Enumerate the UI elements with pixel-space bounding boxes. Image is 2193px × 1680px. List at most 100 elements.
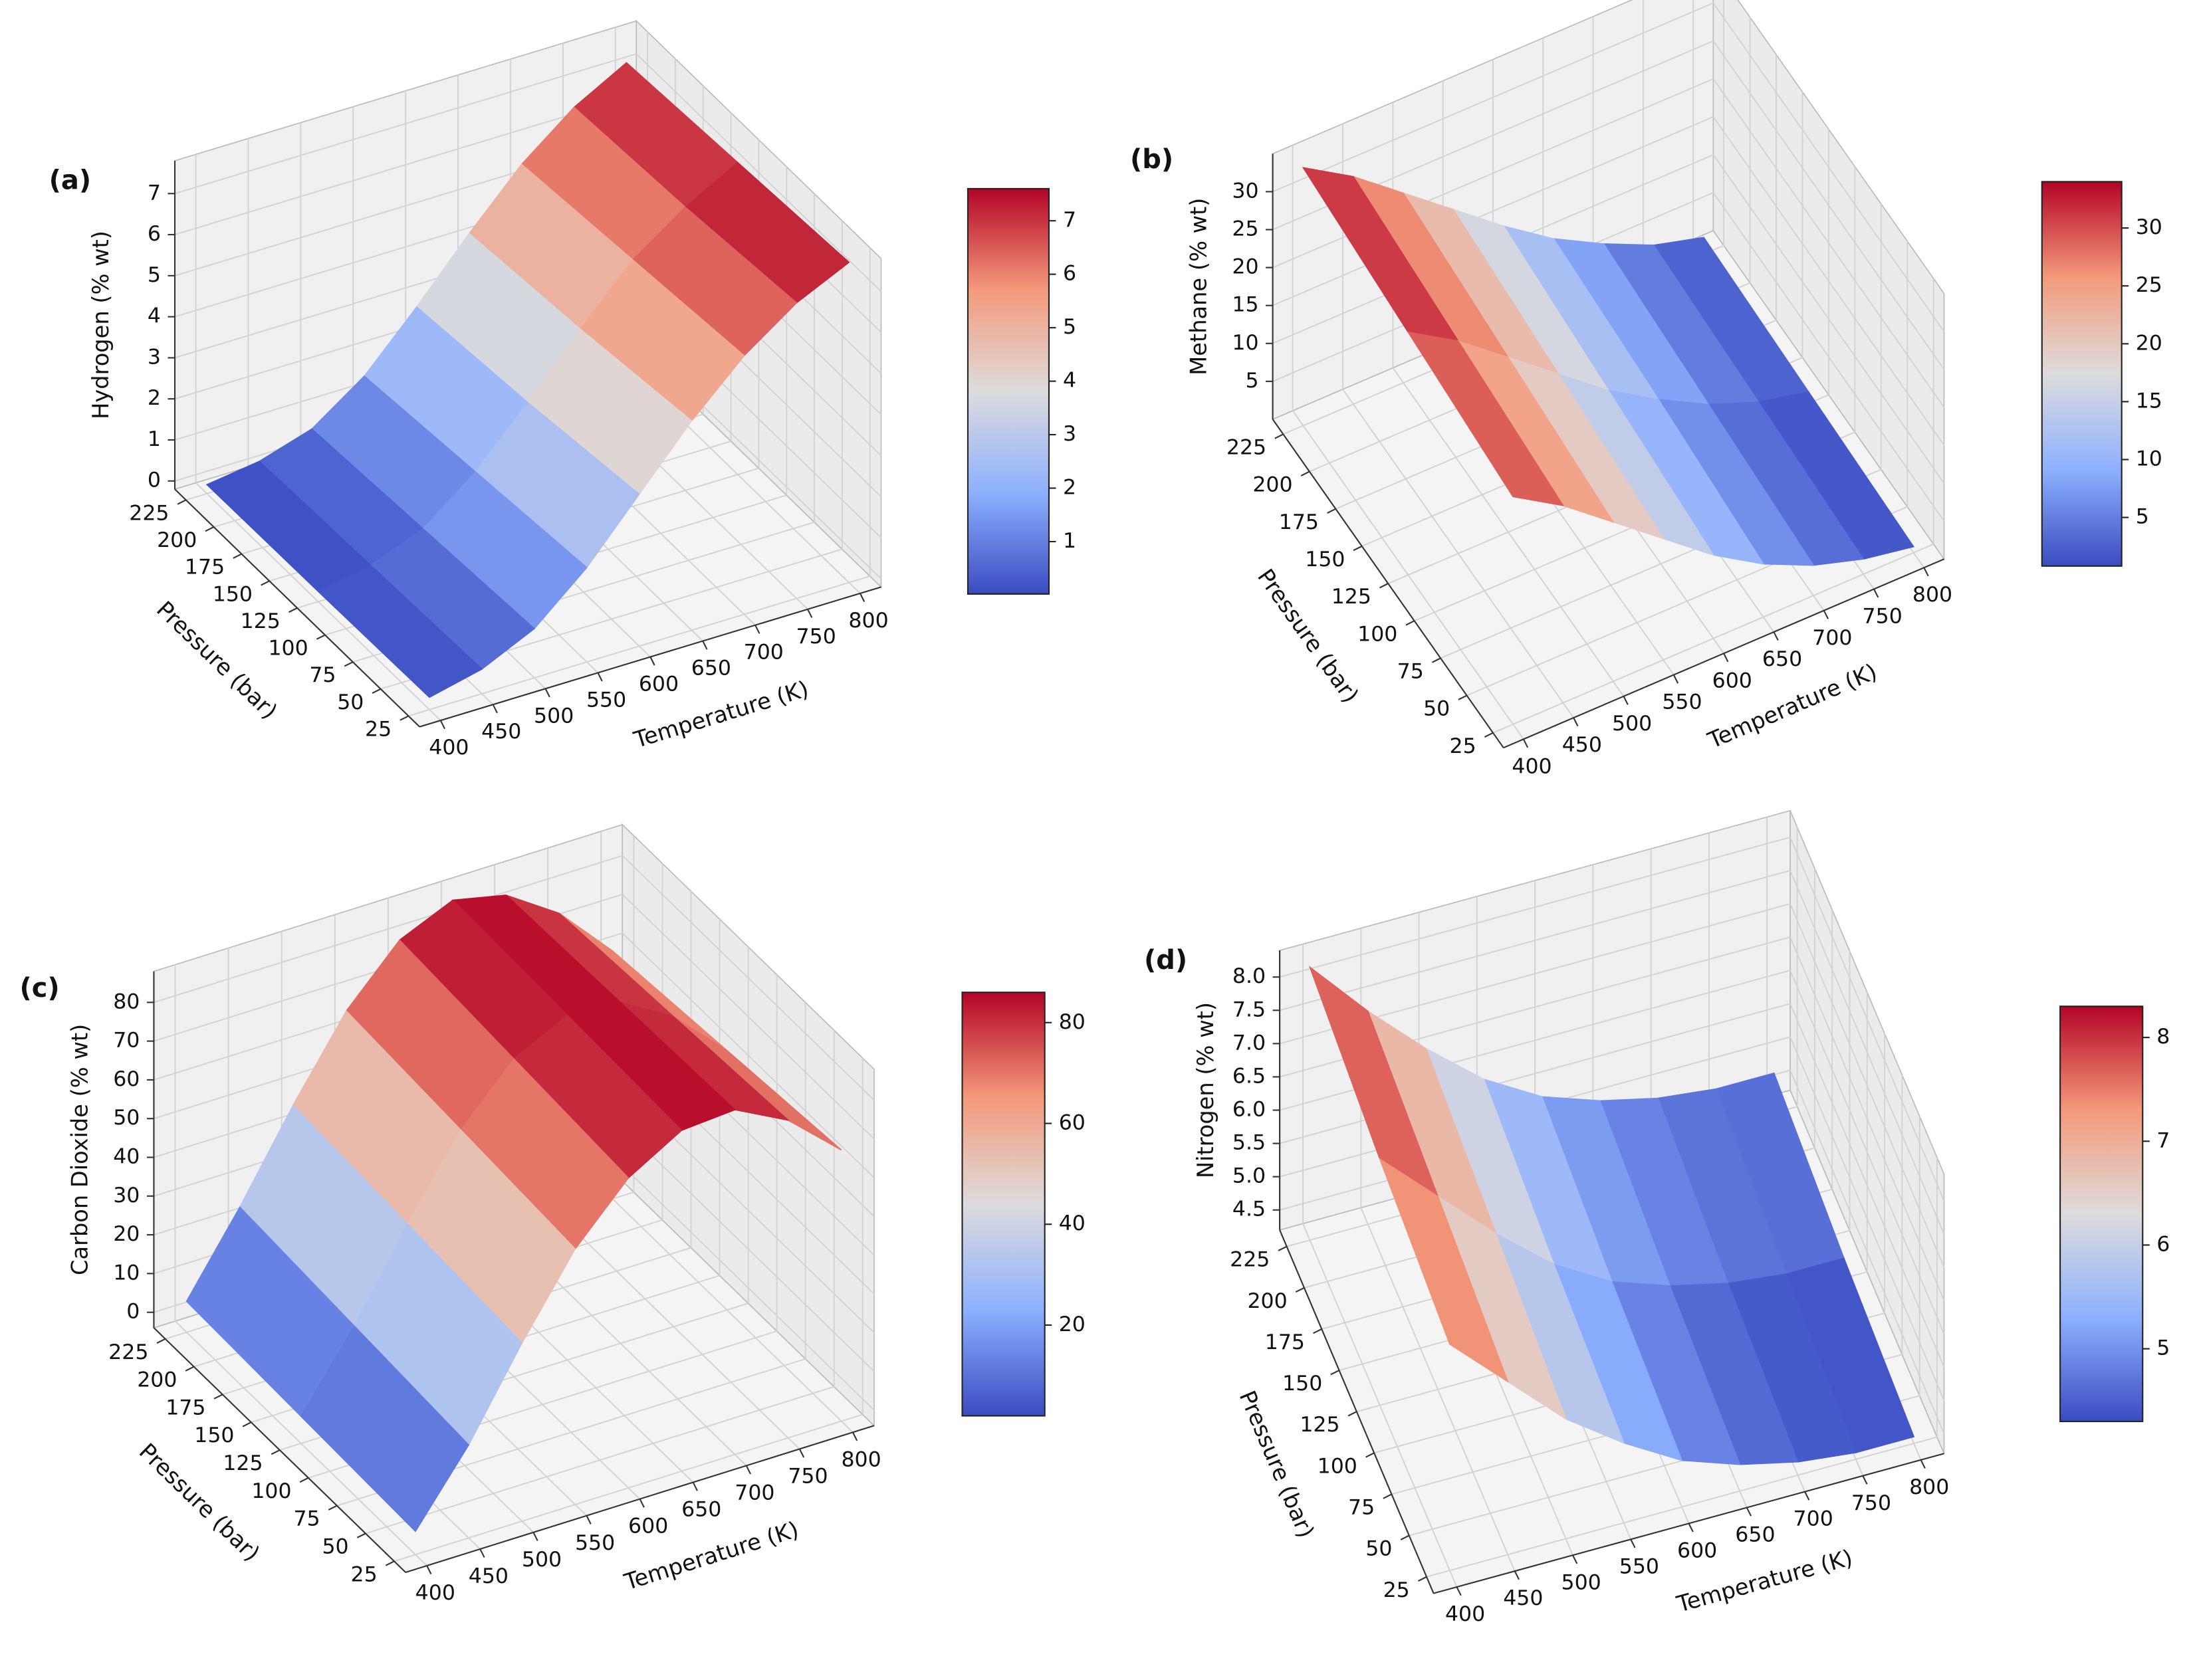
grid-line: [1279, 836, 1791, 978]
y-tick: [1458, 694, 1467, 700]
z-tick-label: 20: [1232, 255, 1258, 279]
z-tick-label: 60: [113, 1067, 140, 1091]
surface-patch: [317, 564, 483, 698]
colorbar-tick-label: 3: [1063, 422, 1076, 446]
y-tick-label: 75: [293, 1507, 320, 1531]
grid-line: [622, 1165, 875, 1411]
y-tick: [356, 1532, 366, 1538]
z-tick-label: 2: [148, 386, 161, 410]
z-tick-label: 0: [126, 1300, 140, 1324]
grid-line: [1789, 1003, 1945, 1368]
colorbar-tick-label: 5: [2156, 1336, 2170, 1360]
y-tick-label: 50: [337, 690, 364, 714]
y-tick-label: 50: [1365, 1537, 1392, 1561]
y-tick-label: 25: [1450, 734, 1476, 758]
panel-title: (c): [19, 973, 59, 1003]
x-tick: [649, 657, 655, 666]
grid-line: [1789, 1036, 1945, 1401]
z-axis-label: Carbon Dioxide (% wt): [67, 1024, 93, 1275]
y-tick-label: 200: [137, 1368, 177, 1392]
colorbar: [2059, 1005, 2144, 1422]
grid-line: [1492, 543, 1934, 734]
panel-title: (a): [49, 165, 91, 195]
x-tick: [1572, 1554, 1578, 1564]
x-tick: [426, 1565, 432, 1575]
y-tick: [177, 499, 187, 505]
y-tick-label: 225: [108, 1340, 148, 1364]
z-tick-label: 7.5: [1232, 998, 1266, 1021]
x-tick-label: 400: [429, 736, 469, 760]
y-tick: [1417, 1576, 1427, 1582]
x-tick: [754, 625, 760, 634]
panel-title: (d): [1144, 945, 1187, 976]
y-tick: [372, 688, 382, 694]
grid-line: [1712, 78, 1945, 408]
x-tick: [1573, 717, 1579, 727]
x-tick-label: 500: [522, 1548, 562, 1572]
x-tick: [439, 720, 445, 730]
z-tick-label: 25: [1232, 217, 1258, 241]
colorbar: [967, 187, 1050, 595]
colorbar-tick-label: 6: [2156, 1232, 2170, 1256]
x-tick: [1773, 631, 1779, 641]
grid-line: [154, 855, 623, 1003]
y-tick: [261, 580, 270, 586]
y-tick: [185, 1366, 195, 1372]
z-tick-label: 15: [1232, 293, 1258, 317]
x-tick: [1630, 1538, 1636, 1548]
y-tick-label: 125: [241, 609, 281, 633]
grid-line: [1789, 936, 1945, 1301]
y-tick-label: 75: [1348, 1496, 1375, 1520]
x-tick: [1673, 675, 1679, 684]
grid-line: [1272, 78, 1714, 268]
x-tick-label: 750: [1863, 605, 1903, 629]
y-tick-label: 100: [268, 637, 308, 661]
panel: 4004505005506006507007508002550751001251…: [1144, 809, 2170, 1626]
grid-line: [1789, 903, 1945, 1268]
y-tick-label: 125: [1300, 1413, 1339, 1437]
grid-line: [622, 855, 875, 1101]
y-tick: [1295, 1287, 1305, 1293]
z-tick-label: 40: [113, 1145, 140, 1169]
y-tick-label: 100: [1357, 622, 1397, 646]
grid-line: [1789, 1070, 1945, 1434]
colorbar: [961, 992, 1046, 1417]
y-tick: [328, 1505, 338, 1511]
colorbar-tick-label: 20: [2136, 331, 2162, 355]
grid-line: [174, 94, 637, 235]
x-tick: [807, 609, 813, 618]
x-tick: [1514, 1570, 1520, 1580]
z-tick-label: 5: [148, 263, 161, 287]
y-tick-label: 100: [251, 1479, 291, 1503]
y-tick: [156, 1338, 166, 1344]
grid-line: [365, 1386, 835, 1534]
y-tick: [205, 526, 215, 532]
grid-line: [1712, 154, 1945, 484]
x-tick-label: 600: [1677, 1539, 1717, 1563]
x-tick-label: 450: [1562, 733, 1602, 757]
x-tick-label: 550: [1662, 690, 1702, 714]
z-tick-label: 50: [113, 1106, 140, 1130]
y-tick-label: 125: [223, 1451, 263, 1475]
y-tick-label: 75: [309, 663, 336, 687]
z-tick-label: 3: [148, 345, 161, 369]
y-tick-label: 200: [1252, 473, 1292, 497]
y-tick: [1274, 433, 1284, 439]
x-tick: [492, 704, 498, 714]
colorbar-tick-label: 60: [1059, 1110, 1086, 1134]
colorbar-tick-label: 80: [1059, 1010, 1086, 1034]
x-tick-label: 500: [534, 704, 574, 728]
y-tick-label: 25: [365, 717, 392, 741]
x-tick-label: 650: [681, 1498, 721, 1522]
x-tick: [597, 672, 603, 682]
x-tick: [798, 1448, 805, 1458]
grid-line: [622, 932, 875, 1178]
x-tick: [586, 1515, 592, 1524]
z-tick-label: 7: [148, 181, 161, 205]
x-tick-label: 800: [1909, 1475, 1949, 1499]
surface-patch: [300, 1324, 470, 1532]
grid-line: [1789, 870, 1945, 1235]
y-tick-label: 25: [1383, 1578, 1410, 1602]
y-tick: [316, 634, 326, 640]
colorbar-tick-label: 1: [1063, 529, 1076, 553]
